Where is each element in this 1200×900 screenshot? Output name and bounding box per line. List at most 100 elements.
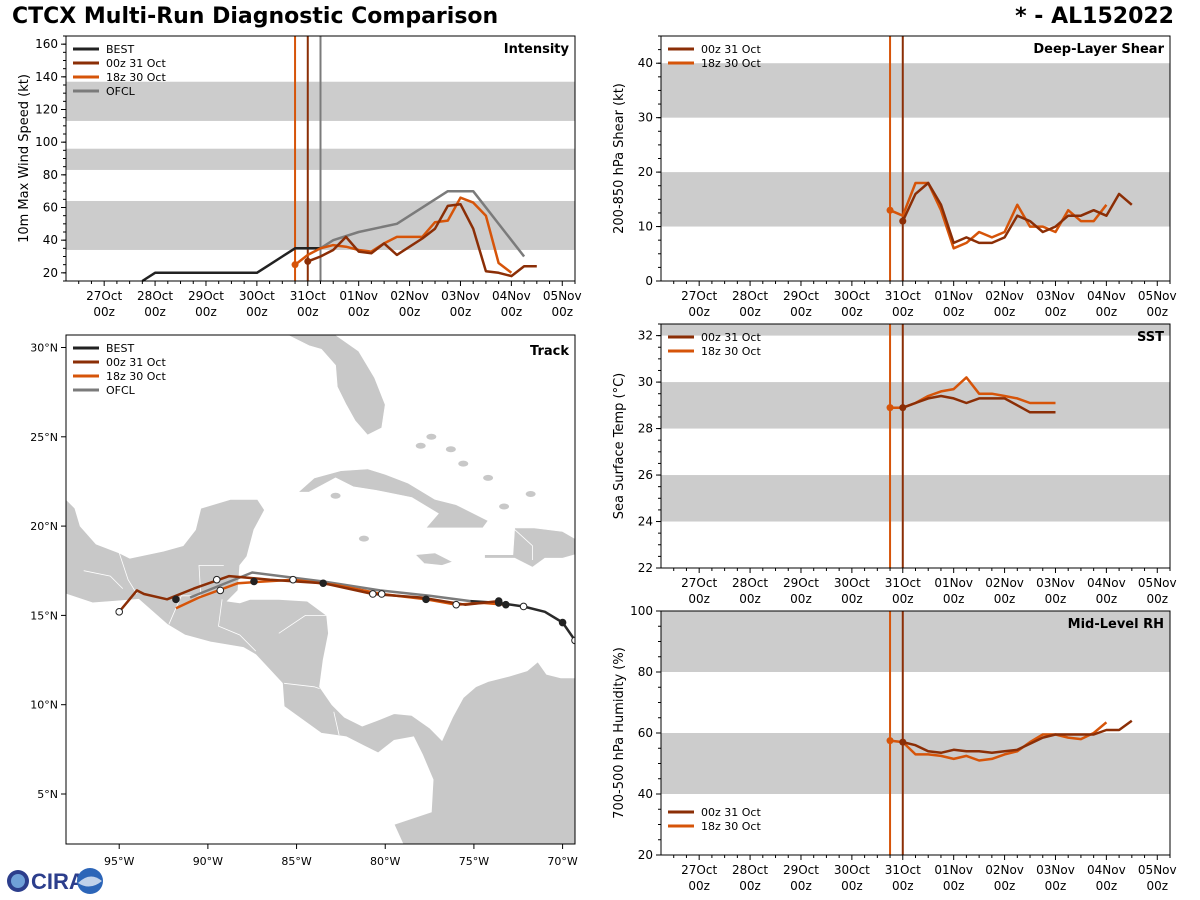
land-jamaica (414, 552, 454, 566)
shear-ylabel: 200-850 hPa Shear (kt) (612, 83, 627, 234)
track-marker (494, 597, 503, 605)
land-cuba (297, 468, 489, 529)
shear-xtick-day: 28Oct (732, 289, 768, 303)
land-small-island (458, 460, 469, 467)
intensity-series-line (319, 189, 526, 258)
rh-ylabel: 700-500 hPa Humidity (%) (612, 647, 627, 819)
land-small-island (499, 503, 510, 510)
intensity-series-line (307, 202, 537, 278)
rh-xtick-hour: 00z (1045, 879, 1067, 893)
intensity-ytick-label: 60 (43, 201, 58, 215)
track-ytick-label: 15°N (30, 609, 58, 622)
shear-xtick-day: 03Nov (1036, 289, 1075, 303)
land-small-island (415, 442, 426, 449)
border-line (278, 615, 329, 634)
shear-ytick-label: 20 (638, 165, 653, 179)
intensity-xtick-day: 02Nov (390, 289, 429, 303)
sst-xtick-hour: 00z (994, 592, 1016, 606)
sst-xtick-hour: 00z (1045, 592, 1067, 606)
intensity-xtick-hour: 00z (297, 305, 319, 319)
border-line (333, 711, 340, 736)
shear-xtick-day: 29Oct (783, 289, 819, 303)
rh-band-1 (661, 611, 1170, 672)
border-line (118, 552, 138, 595)
rh-xtick-hour: 00z (790, 879, 812, 893)
sst-panel (656, 323, 1171, 573)
land-small-island (483, 474, 494, 481)
track-xtick-label: 75°W (459, 855, 489, 868)
track-legend-label: BEST (106, 342, 134, 355)
sst-xtick-day: 29Oct (783, 576, 819, 590)
intensity-ytick-label: 80 (43, 168, 58, 182)
land-small-island (358, 535, 369, 542)
track-marker (519, 602, 528, 611)
rh-ytick-label: 80 (638, 665, 653, 679)
shear-series-marker (899, 217, 907, 225)
border-line (218, 599, 257, 652)
track-ytick-label: 30°N (30, 342, 58, 355)
shear-xtick-hour: 00z (841, 305, 863, 319)
intensity-panel (61, 35, 576, 286)
sst-title: SST (1137, 330, 1164, 345)
shear-xtick-hour: 00z (1045, 305, 1067, 319)
intensity-xtick-hour: 00z (348, 305, 370, 319)
track-marker (319, 579, 327, 588)
track-marker (502, 600, 510, 609)
rh-title: Mid-Level RH (1068, 617, 1164, 632)
rh-xtick-day: 03Nov (1036, 863, 1075, 877)
rh-ytick-label: 60 (638, 726, 653, 740)
sst-xtick-day: 03Nov (1036, 576, 1075, 590)
sst-series-marker (899, 404, 907, 412)
track-legend-label: 00z 31 Oct (106, 356, 166, 369)
intensity-xtick-hour: 00z (551, 305, 573, 319)
sst-xtick-hour: 00z (1096, 592, 1118, 606)
rh-xtick-hour: 00z (994, 879, 1016, 893)
shear-xtick-day: 04Nov (1087, 289, 1126, 303)
land-small-island (445, 446, 456, 453)
intensity-legend-label: BEST (106, 43, 134, 56)
shear-xtick-hour: 00z (739, 305, 761, 319)
track-marker (369, 590, 377, 598)
storm-id: * - AL152022 (1015, 4, 1174, 29)
shear-xtick-day: 31Oct (885, 289, 921, 303)
shear-ytick-label: 30 (638, 111, 653, 125)
sst-frame (660, 323, 1171, 569)
land-small-island (330, 492, 341, 499)
sst-xtick-day: 04Nov (1087, 576, 1126, 590)
track-ytick-label: 5°N (37, 788, 58, 801)
shear-series-line (889, 181, 1108, 250)
sst-ytick-label: 28 (638, 422, 653, 436)
rh-legend-label: 00z 31 Oct (701, 806, 761, 819)
land-small-island (426, 433, 437, 440)
intensity-series-marker (304, 257, 312, 265)
sst-xtick-day: 02Nov (985, 576, 1024, 590)
sst-xtick-hour: 00z (739, 592, 761, 606)
sst-ylabel: Sea Surface Temp (°C) (612, 373, 627, 520)
rh-xtick-day: 04Nov (1087, 863, 1126, 877)
track-marker (289, 575, 297, 584)
rh-xtick-hour: 00z (1146, 879, 1168, 893)
sst-xtick-hour: 00z (943, 592, 965, 606)
rh-series-line (902, 719, 1133, 755)
border-line (83, 570, 124, 589)
track-marker (250, 577, 258, 586)
land-mexico-central-america (66, 335, 575, 844)
intensity-ytick-label: 40 (43, 233, 58, 247)
track-frame (65, 334, 576, 845)
shear-series-line (901, 181, 1133, 245)
figure-title: CTCX Multi-Run Diagnostic Comparison (12, 4, 499, 29)
sst-legend-label: 18z 30 Oct (701, 345, 761, 358)
shear-ytick-label: 10 (638, 220, 653, 234)
rh-xtick-day: 02Nov (985, 863, 1024, 877)
shear-xtick-hour: 00z (1096, 305, 1118, 319)
intensity-xtick-hour: 00z (246, 305, 268, 319)
rh-series-line (889, 721, 1108, 762)
shear-legend-label: 18z 30 Oct (701, 57, 761, 70)
sst-band-2 (661, 324, 1170, 336)
rh-series-marker (886, 737, 894, 745)
intensity-ytick-label: 100 (35, 135, 58, 149)
track-marker (452, 600, 460, 609)
intensity-xtick-day: 30Oct (239, 289, 275, 303)
rh-panel (656, 610, 1171, 860)
